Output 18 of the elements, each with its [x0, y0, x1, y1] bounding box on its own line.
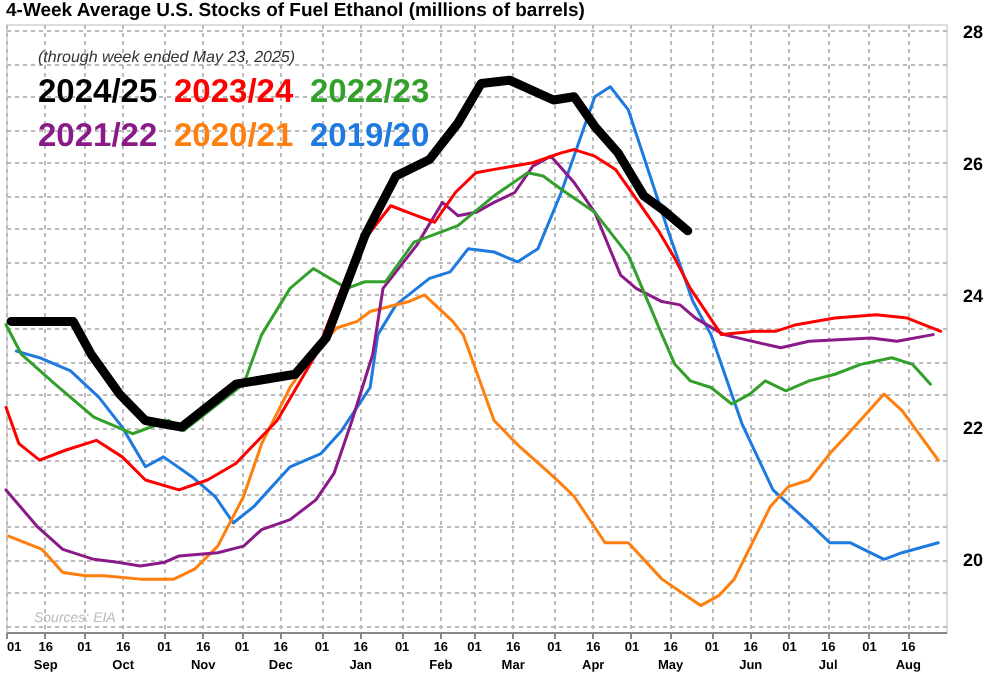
line-series: [7, 293, 940, 608]
line-series: [6, 75, 693, 432]
y-tick-label: 20: [963, 550, 984, 571]
text: 2022/23: [310, 74, 430, 110]
y-tick-label: 28: [963, 21, 984, 42]
chart-title: 4-Week Average U.S. Stocks of Fuel Ethanol (millions of barrels): [6, 0, 585, 22]
text: 2023/24: [174, 74, 295, 110]
text: 2024/25: [38, 74, 158, 110]
text: 2019/20: [310, 118, 430, 154]
y-tick-label: 26: [963, 153, 984, 174]
text: (through week ended May 23, 2025): [38, 48, 296, 66]
y-tick-label: 24: [963, 285, 984, 306]
text: 2021/22: [38, 118, 158, 154]
y-tick-label: 22: [963, 418, 984, 439]
line-series: [4, 154, 935, 568]
text: 2020/21: [174, 118, 294, 154]
line-series: [4, 148, 943, 492]
line-series: [4, 171, 933, 436]
